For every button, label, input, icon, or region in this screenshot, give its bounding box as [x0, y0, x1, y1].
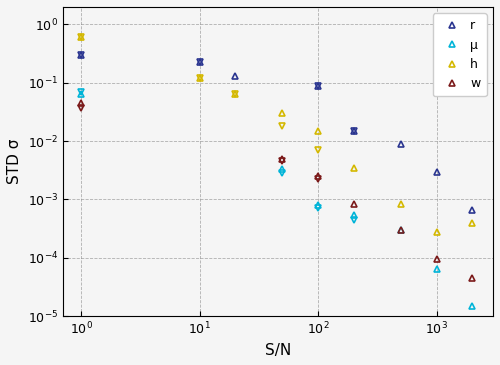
Y-axis label: STD σ: STD σ	[7, 139, 22, 184]
X-axis label: S/N: S/N	[265, 343, 291, 358]
Legend: r, μ, h, w: r, μ, h, w	[433, 13, 487, 96]
